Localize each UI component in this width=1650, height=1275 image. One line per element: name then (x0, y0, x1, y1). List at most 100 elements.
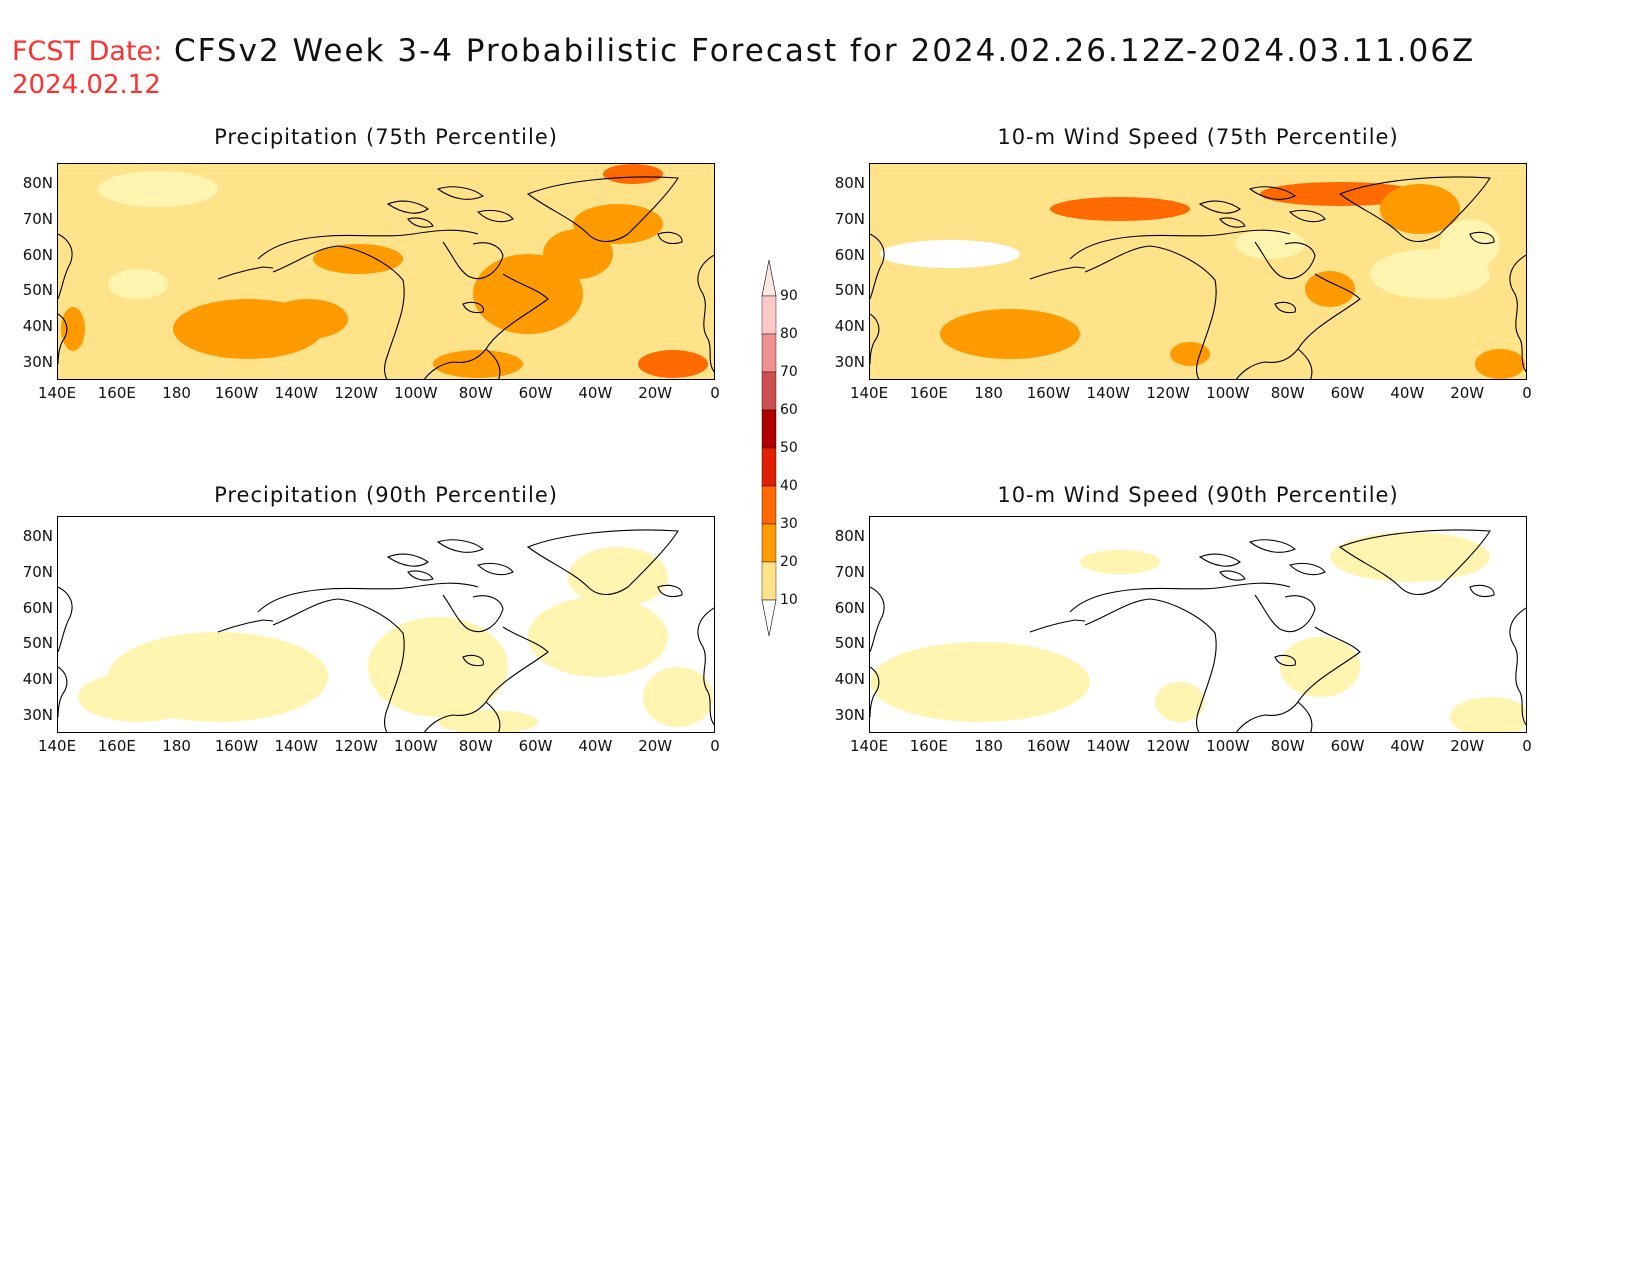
lon-label: 140E (37, 737, 77, 755)
lon-label: 100W (1206, 737, 1250, 755)
map-field (58, 164, 714, 379)
map-field (870, 517, 1526, 732)
lat-label: 60N (834, 598, 865, 617)
lon-label: 140W (274, 384, 318, 402)
coastline (462, 301, 484, 314)
coastline (436, 186, 485, 200)
lat-label: 80N (22, 174, 53, 192)
probability-shading (1380, 184, 1460, 234)
coastline (1274, 301, 1296, 314)
lon-label: 0 (1522, 737, 1532, 755)
coastline (58, 586, 73, 653)
coastline (1219, 217, 1246, 228)
coastline (1469, 231, 1495, 245)
colorbar-swatch (761, 523, 777, 563)
colorbar-swatch (761, 447, 777, 487)
coastline (697, 607, 714, 726)
lon-label: 40W (1390, 737, 1425, 755)
lon-label: 160W (214, 737, 259, 755)
lon-label: 80W (458, 737, 493, 755)
map-precip-90th (57, 516, 715, 733)
forecast-date-label: FCST Date: (12, 36, 163, 67)
probability-shading (313, 244, 403, 274)
lon-label: 20W (1450, 384, 1485, 402)
probability-shading (473, 254, 583, 334)
coastline (58, 233, 73, 300)
colorbar-arrow-bottom (761, 599, 777, 637)
coastline (1084, 245, 1217, 379)
coastline (217, 619, 274, 633)
probability-shading (638, 350, 708, 378)
lon-label: 180 (162, 737, 191, 755)
lat-label: 30N (22, 353, 53, 371)
probability-shading (1050, 197, 1190, 221)
coastline (1248, 186, 1297, 200)
lon-label: 80W (458, 384, 493, 402)
lon-label: 0 (1522, 384, 1532, 402)
lon-label: 140W (1086, 384, 1130, 402)
probability-shading (61, 307, 85, 351)
page-title: CFSv2 Week 3-4 Probabilistic Forecast fo… (174, 33, 1476, 69)
lon-label: 180 (974, 384, 1003, 402)
coastline (526, 176, 679, 243)
probability-shading (433, 350, 523, 378)
lon-label: 20W (1450, 737, 1485, 755)
probability-shading (108, 269, 168, 299)
coastline (1198, 200, 1241, 214)
map-field (870, 164, 1526, 379)
colorbar-swatch (761, 409, 777, 449)
colorbar-swatch (761, 333, 777, 373)
probability-shading (870, 642, 1090, 722)
lat-label: 60N (22, 598, 53, 617)
probability-shading (643, 667, 713, 727)
lon-label: 40W (578, 737, 613, 755)
colorbar-level-label: 70 (780, 364, 798, 380)
lon-label: 140W (274, 737, 318, 755)
coastline (386, 200, 429, 214)
probability-shading (268, 299, 348, 339)
colorbar-swatch (761, 371, 777, 411)
lat-label: 30N (834, 706, 865, 724)
lon-label: 160E (909, 384, 948, 402)
lon-label: 60W (518, 737, 553, 755)
lon-label: 20W (638, 737, 673, 755)
coastline (1274, 654, 1296, 667)
map-wind-75th (869, 163, 1527, 380)
lon-label: 120W (334, 384, 378, 402)
coastline (1288, 209, 1326, 223)
probability-shading (603, 164, 663, 184)
colorbar-level-label: 20 (780, 554, 798, 570)
probability-shading (528, 597, 668, 677)
coastline (423, 626, 549, 732)
probability-shading (573, 204, 663, 244)
colorbar-arrow-top (761, 259, 777, 297)
coastline (1338, 176, 1491, 243)
coastline (485, 348, 501, 379)
lon-label: 120W (334, 737, 378, 755)
coastline (526, 529, 679, 596)
lon-label: 160E (909, 737, 948, 755)
lat-label: 40N (834, 317, 865, 336)
coastline (1338, 529, 1491, 596)
coastline (870, 233, 885, 300)
probability-shading (1475, 349, 1525, 379)
map-wind-90th (869, 516, 1527, 733)
probability-shading (1450, 697, 1526, 732)
lon-label: 140E (849, 384, 889, 402)
coastline (407, 570, 434, 581)
map-field (58, 517, 714, 732)
coastline (58, 666, 68, 718)
coastline (1198, 553, 1241, 567)
coastline (1235, 626, 1361, 732)
lat-label: 40N (22, 317, 53, 336)
coastline (1509, 607, 1526, 726)
lat-label: 80N (22, 527, 53, 545)
coastline (423, 273, 549, 379)
coastline (1254, 594, 1316, 633)
lat-label: 80N (834, 174, 865, 192)
lon-label: 120W (1146, 384, 1190, 402)
probability-shading (1235, 229, 1305, 259)
colorbar: 10 20 30 40 50 60 70 80 90 (760, 258, 810, 638)
lon-label: 100W (394, 737, 438, 755)
lon-label: 180 (974, 737, 1003, 755)
